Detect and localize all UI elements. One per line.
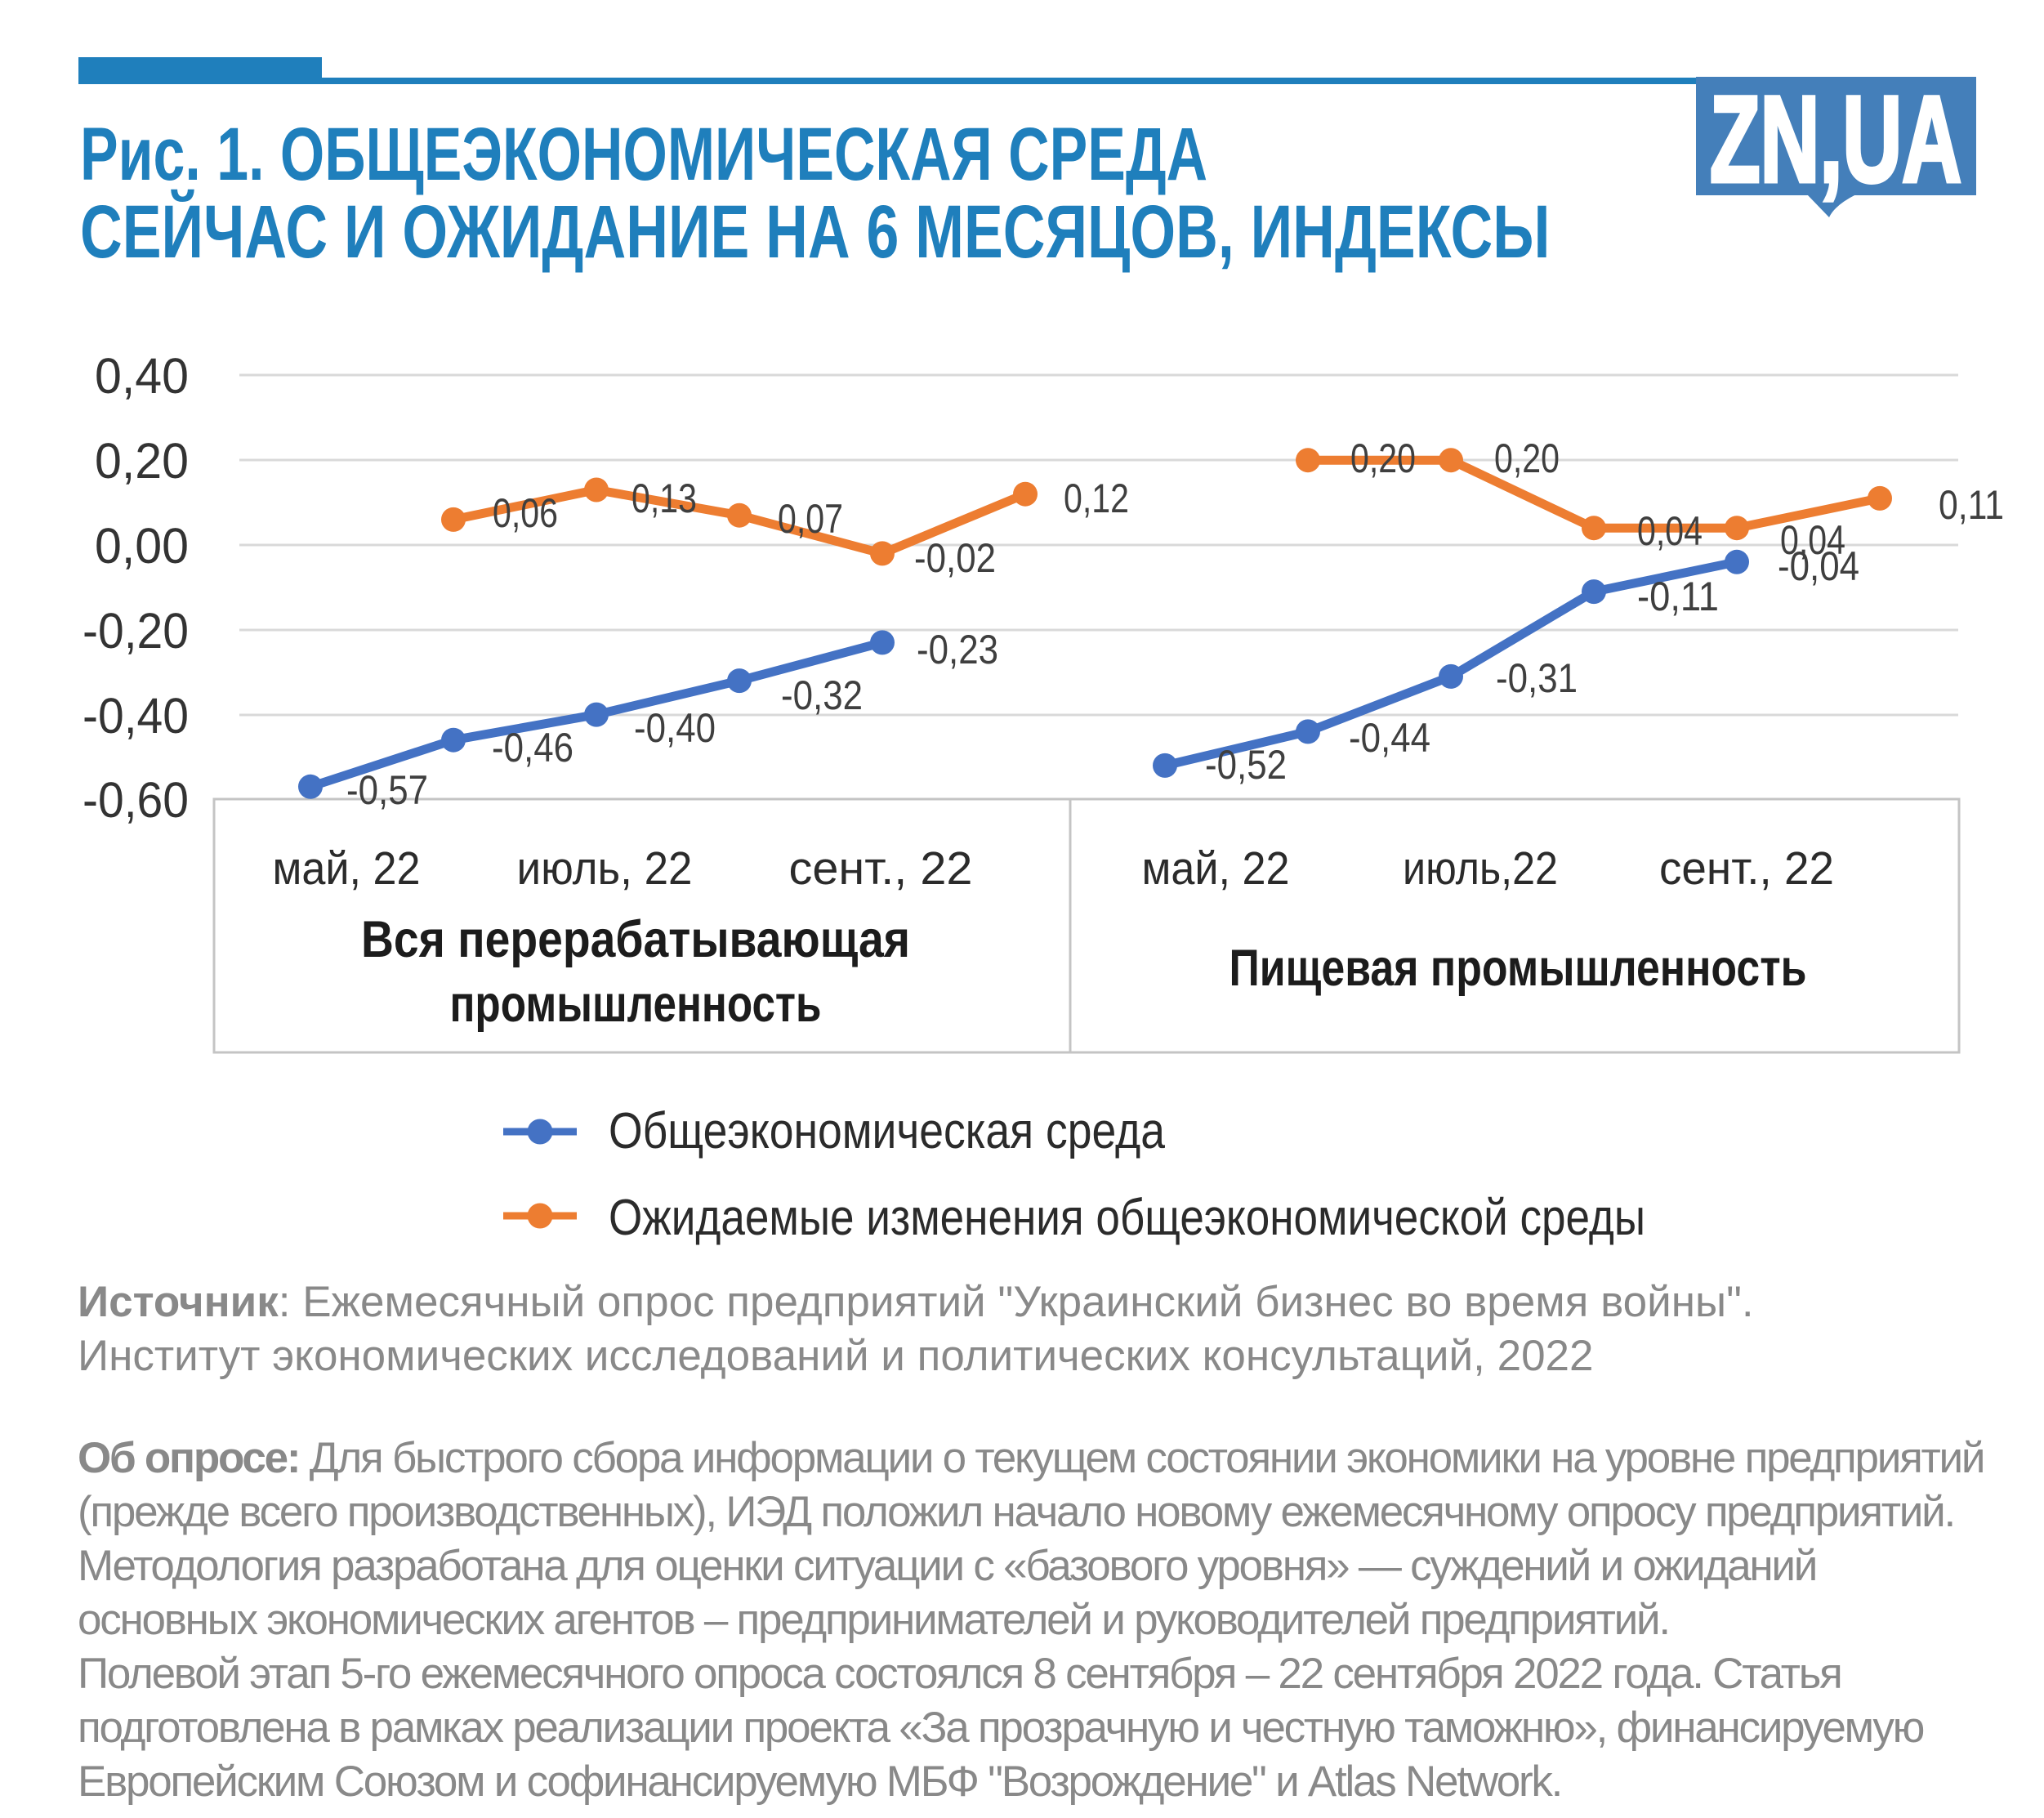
svg-text:-0,11: -0,11	[1637, 574, 1719, 619]
svg-text:июль,22: июль,22	[1403, 842, 1558, 895]
svg-text:-0,52: -0,52	[1205, 742, 1287, 788]
svg-text:май, 22: май, 22	[1142, 842, 1290, 895]
svg-text:июль, 22: июль, 22	[517, 842, 693, 895]
svg-text:-0,57: -0,57	[346, 767, 428, 813]
svg-text:0,11: 0,11	[1939, 482, 2004, 528]
svg-text:0,20: 0,20	[95, 433, 189, 489]
svg-text:-0,04: -0,04	[1778, 543, 1859, 589]
svg-text:0,04: 0,04	[1637, 508, 1703, 554]
svg-text:-0,40: -0,40	[634, 705, 716, 751]
svg-text:сент., 22: сент., 22	[789, 842, 973, 895]
svg-text:промышленность: промышленность	[450, 976, 822, 1033]
svg-text:Общеэкономическая среда: Общеэкономическая среда	[609, 1103, 1165, 1159]
svg-text:Ожидаемые изменения общеэконом: Ожидаемые изменения общеэкономической ср…	[609, 1190, 1645, 1246]
svg-text:май, 22: май, 22	[273, 842, 421, 895]
svg-text:0,20: 0,20	[1350, 436, 1416, 481]
svg-text:0,06: 0,06	[493, 490, 558, 536]
svg-text:0,13: 0,13	[631, 476, 697, 521]
svg-text:-0,02: -0,02	[914, 535, 996, 581]
svg-text:-0,20: -0,20	[83, 603, 189, 659]
svg-text:0,20: 0,20	[1494, 436, 1560, 481]
svg-text:0,07: 0,07	[778, 496, 843, 542]
svg-text:0,40: 0,40	[95, 348, 189, 404]
svg-text:сент., 22: сент., 22	[1659, 842, 1834, 895]
svg-text:-0,60: -0,60	[83, 772, 189, 828]
svg-text:-0,40: -0,40	[83, 688, 189, 744]
svg-text:Вся перерабатывающая: Вся перерабатывающая	[361, 911, 910, 968]
svg-text:0,04: 0,04	[1780, 517, 1845, 563]
svg-text:-0,23: -0,23	[917, 627, 998, 672]
svg-text:-0,44: -0,44	[1349, 715, 1430, 761]
svg-text:Пищевая промышленность: Пищевая промышленность	[1230, 940, 1807, 997]
svg-text:-0,32: -0,32	[781, 672, 863, 718]
svg-text:ZN,UA: ZN,UA	[1710, 77, 1961, 208]
svg-text:0,00: 0,00	[95, 518, 189, 574]
svg-text:-0,46: -0,46	[492, 725, 573, 771]
svg-text:-0,31: -0,31	[1496, 655, 1578, 701]
svg-text:0,12: 0,12	[1064, 476, 1129, 521]
